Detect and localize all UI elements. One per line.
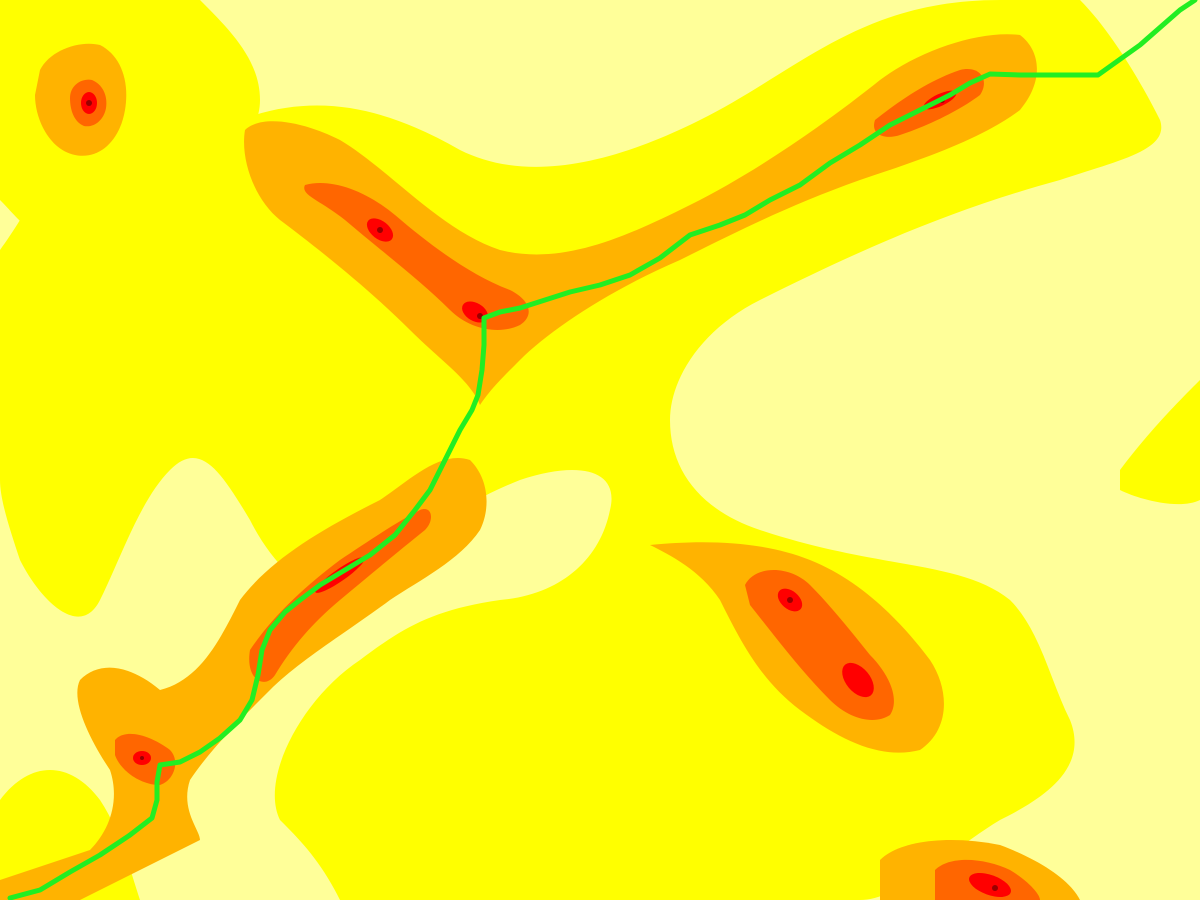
route-path-line[interactable]: [7, 0, 1198, 900]
dark-core-layer: [86, 97, 998, 891]
redorange-middle-ridge: [249, 509, 432, 682]
dark-core-bottom-right: [992, 885, 998, 891]
yellow-right-edge-band: [1120, 380, 1200, 505]
dark-core-top-left: [86, 100, 92, 106]
red-spot-bottom-right: [969, 872, 1011, 898]
red-spot-right-2: [842, 662, 874, 698]
dark-core-right-1: [787, 597, 793, 603]
redorange-upper-left-ridge: [304, 183, 529, 330]
dark-core-upper-1: [377, 227, 383, 233]
dark-core-lower-left: [140, 756, 144, 760]
orange-upper-arm: [244, 34, 1037, 405]
dark-core-upper-2: [477, 313, 483, 319]
